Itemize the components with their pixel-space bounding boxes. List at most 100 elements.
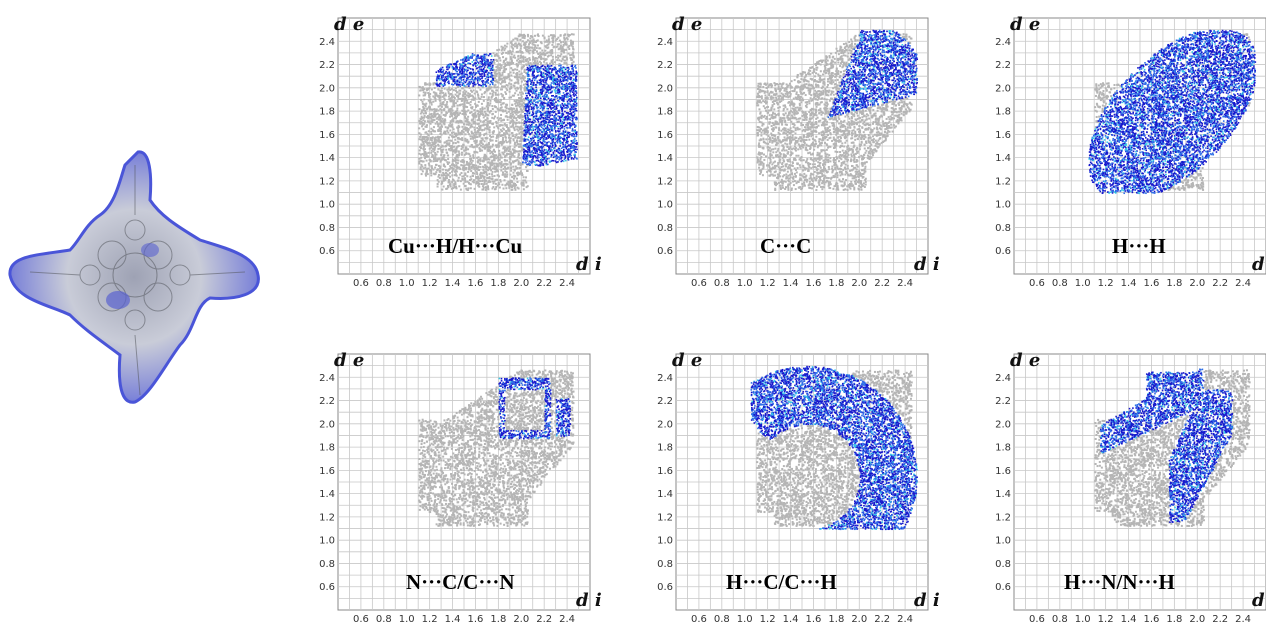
scatter-point-highlight — [567, 127, 569, 129]
scatter-point-highlight — [442, 75, 444, 77]
scatter-point-background — [537, 44, 539, 46]
scatter-point-highlight — [448, 67, 450, 69]
scatter-point-background — [425, 153, 427, 155]
scatter-point-highlight — [574, 98, 576, 100]
scatter-point-highlight — [535, 78, 537, 80]
scatter-point-background — [435, 136, 437, 138]
scatter-point-highlight — [531, 108, 533, 110]
scatter-point-highlight — [561, 137, 563, 139]
scatter-point-background — [521, 34, 523, 36]
scatter-point-background — [450, 120, 452, 122]
scatter-point-highlight — [443, 69, 445, 71]
scatter-point-highlight — [552, 95, 554, 97]
scatter-point-highlight — [538, 157, 540, 159]
scatter-point-highlight — [531, 106, 533, 108]
scatter-point-background — [560, 44, 562, 46]
scatter-point-background — [484, 179, 486, 181]
scatter-point-background — [572, 41, 574, 43]
scatter-point-highlight — [470, 82, 472, 84]
scatter-point-highlight — [529, 80, 531, 82]
scatter-point-background — [510, 170, 512, 172]
scatter-point-highlight — [576, 158, 578, 160]
scatter-point-highlight — [529, 126, 531, 128]
scatter-point-highlight — [535, 86, 537, 88]
scatter-point-highlight — [456, 83, 458, 85]
scatter-point-background — [485, 137, 487, 139]
scatter-point-background — [518, 70, 520, 72]
scatter-point-background — [504, 91, 506, 93]
scatter-point-background — [424, 104, 426, 106]
scatter-point-background — [514, 160, 516, 162]
scatter-point-highlight — [557, 161, 559, 163]
scatter-point-background — [444, 145, 446, 147]
scatter-point-highlight — [560, 133, 562, 135]
scatter-point-highlight — [530, 91, 532, 93]
scatter-point-background — [519, 60, 521, 62]
scatter-point-background — [529, 59, 531, 61]
scatter-point-highlight — [531, 80, 533, 82]
scatter-point-background — [439, 170, 441, 172]
scatter-point-background — [491, 163, 493, 165]
scatter-point-background — [519, 167, 521, 169]
scatter-point-background — [422, 170, 424, 172]
scatter-point-background — [493, 149, 495, 151]
scatter-point-background — [492, 182, 494, 184]
scatter-point-highlight — [525, 135, 527, 137]
scatter-point-background — [423, 112, 425, 114]
scatter-point-highlight — [478, 62, 480, 64]
scatter-point-highlight — [573, 82, 575, 84]
scatter-point-highlight — [538, 128, 540, 130]
scatter-point-highlight — [548, 92, 550, 94]
scatter-point-background — [476, 127, 478, 129]
scatter-point-background — [495, 166, 497, 168]
scatter-point-highlight — [540, 150, 542, 152]
scatter-point-background — [555, 46, 557, 48]
scatter-point-background — [521, 111, 523, 113]
scatter-point-background — [479, 177, 481, 179]
scatter-point-highlight — [468, 57, 470, 59]
scatter-point-background — [548, 41, 550, 43]
scatter-point-background — [451, 96, 453, 98]
scatter-point-highlight — [558, 65, 560, 67]
scatter-point-background — [520, 99, 522, 101]
scatter-point-background — [512, 113, 514, 115]
scatter-point-background — [510, 120, 512, 122]
scatter-point-highlight — [469, 79, 471, 81]
scatter-point-background — [548, 36, 550, 38]
scatter-point-background — [479, 166, 481, 168]
scatter-point-background — [562, 48, 564, 50]
scatter-point-highlight — [548, 124, 550, 126]
scatter-point-background — [516, 111, 518, 113]
scatter-point-background — [513, 72, 515, 74]
scatter-point-highlight — [551, 112, 553, 114]
scatter-point-background — [517, 174, 519, 176]
scatter-point-highlight — [550, 150, 552, 152]
scatter-point-background — [506, 46, 508, 48]
scatter-point-background — [464, 181, 466, 183]
scatter-point-background — [522, 127, 524, 129]
scatter-point-highlight — [547, 114, 549, 116]
scatter-point-highlight — [530, 103, 532, 105]
scatter-point-background — [564, 39, 566, 41]
scatter-point-background — [448, 137, 450, 139]
scatter-point-highlight — [490, 59, 492, 61]
scatter-point-background — [465, 133, 467, 135]
scatter-point-highlight — [461, 77, 463, 79]
scatter-point-background — [433, 146, 435, 148]
scatter-point-highlight — [560, 66, 562, 68]
scatter-point-background — [518, 162, 520, 164]
scatter-point-background — [523, 182, 525, 184]
scatter-point-background — [520, 135, 522, 137]
scatter-point-highlight — [528, 139, 530, 141]
scatter-point-background — [546, 63, 548, 65]
scatter-point-background — [514, 189, 516, 191]
scatter-point-highlight — [437, 74, 439, 76]
scatter-point-background — [453, 150, 455, 152]
scatter-point-highlight — [540, 162, 542, 164]
scatter-point-background — [491, 105, 493, 107]
scatter-point-background — [519, 57, 521, 59]
scatter-point-highlight — [468, 85, 470, 87]
scatter-point-background — [562, 56, 564, 58]
scatter-point-highlight — [564, 145, 566, 147]
scatter-point-background — [425, 112, 427, 114]
